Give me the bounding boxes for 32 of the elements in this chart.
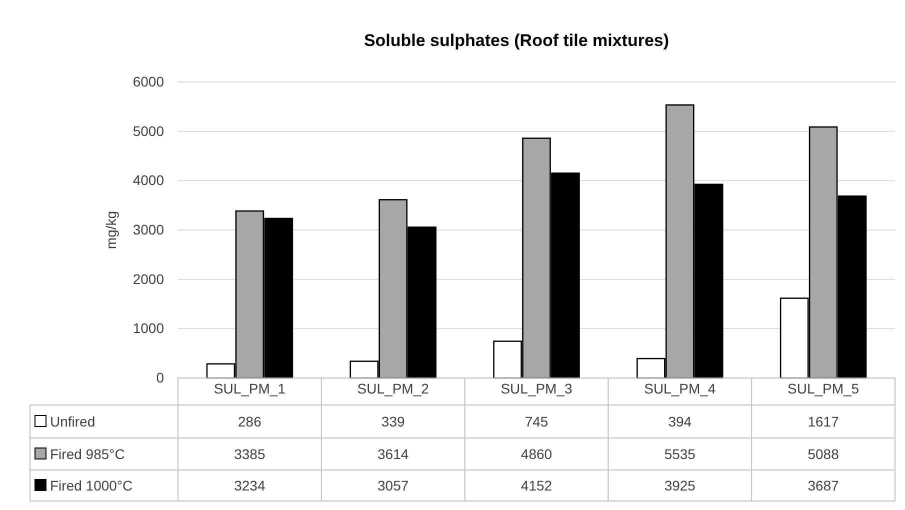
- x-tick-label: SUL_PM_3: [500, 380, 573, 396]
- legend-label: Fired 1000°C: [50, 478, 133, 494]
- x-tick-label: SUL_PM_2: [357, 380, 430, 396]
- x-tick-label: SUL_PM_1: [214, 380, 286, 396]
- data-label: 3925: [664, 478, 696, 494]
- y-tick-label: 3000: [132, 221, 164, 238]
- data-label: 5088: [808, 446, 840, 462]
- data-label: 5535: [664, 446, 696, 462]
- y-tick-label: 1000: [132, 320, 164, 336]
- data-label: 745: [524, 414, 548, 430]
- x-tick-label: SUL_PM_4: [644, 380, 716, 396]
- data-label: 4860: [520, 446, 552, 462]
- data-label: 3057: [378, 478, 409, 494]
- y-tick-label: 5000: [132, 122, 164, 139]
- data-label: 4152: [520, 478, 552, 494]
- y-axis-title: mg/kg: [103, 210, 119, 250]
- data-label: 1617: [808, 414, 840, 430]
- data-label: 3385: [234, 446, 266, 462]
- data-label: 3614: [378, 446, 409, 462]
- x-tick-label: SUL_PM_5: [788, 380, 860, 396]
- y-tick-label: 0: [156, 369, 164, 386]
- y-tick-label: 2000: [132, 270, 164, 287]
- y-tick-label: 4000: [132, 172, 164, 188]
- data-label: 339: [381, 414, 405, 430]
- y-tick-label: 6000: [132, 73, 164, 90]
- legend-label: Unfired: [50, 414, 96, 430]
- data-label: 3687: [808, 478, 840, 494]
- data-label: 3234: [234, 478, 266, 494]
- legend-label: Fired 985°C: [50, 446, 125, 462]
- chart-title: Soluble sulphates (Roof tile mixtures): [364, 31, 670, 50]
- data-label: 286: [238, 414, 262, 430]
- data-label: 394: [668, 414, 692, 430]
